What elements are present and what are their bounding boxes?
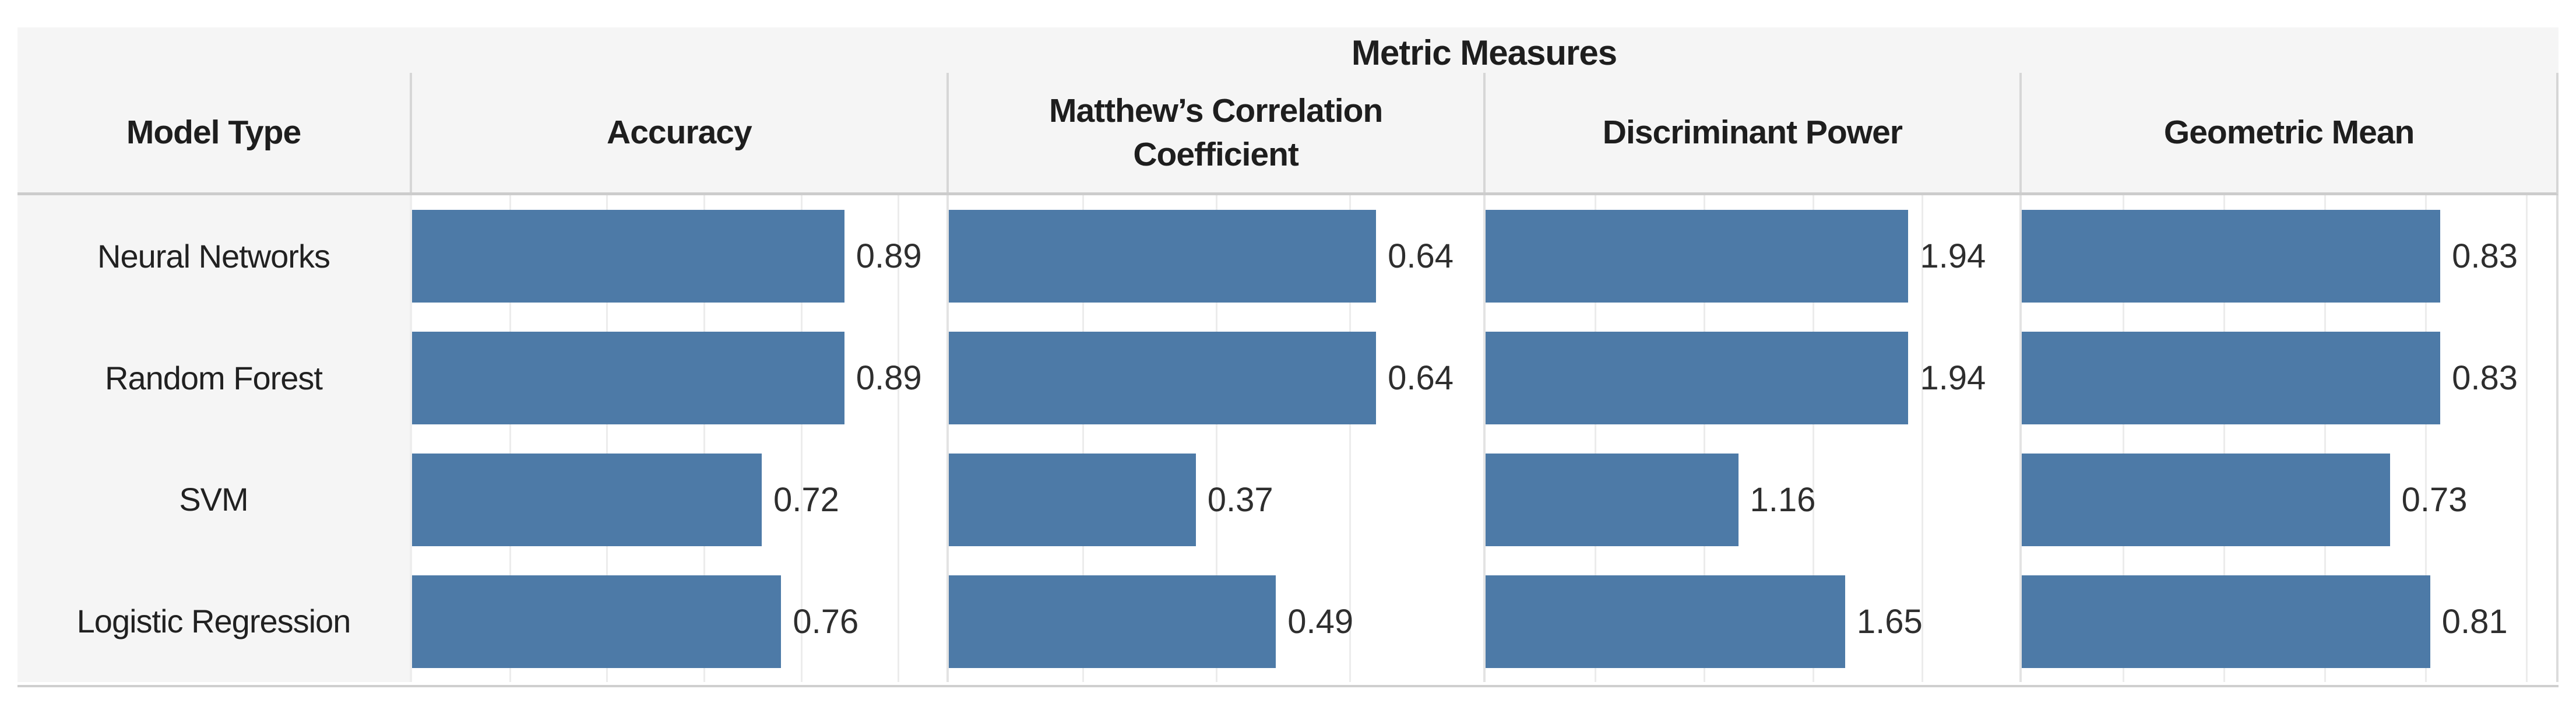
bar-value-label: 0.76 (793, 603, 859, 641)
bar-cell: 1.65 (1485, 561, 2020, 683)
bar-mark[interactable] (412, 332, 844, 424)
column-header-accuracy[interactable]: Accuracy (410, 73, 946, 192)
bar-cell: 0.89 (412, 195, 946, 317)
bar-mark[interactable] (948, 575, 1276, 668)
bar-value-label: 0.83 (2452, 237, 2518, 275)
column-header-discriminant-power[interactable]: Discriminant Power (1483, 73, 2020, 192)
bar-value-label: 1.16 (1750, 481, 1816, 519)
bar-cell: 0.76 (412, 561, 946, 683)
bar-value-label: 0.37 (1207, 481, 1273, 519)
bar-mark[interactable] (1485, 575, 1845, 668)
bar-mark[interactable] (2022, 454, 2390, 546)
bar-cell: 0.37 (948, 439, 1483, 561)
bar-cell: 0.83 (2022, 195, 2556, 317)
bar-mark[interactable] (412, 575, 782, 668)
bar-value-label: 0.72 (773, 481, 839, 519)
axis-gridline (1594, 195, 1596, 682)
bar-value-label: 1.65 (1856, 603, 1923, 641)
bar-value-label: 1.94 (1920, 237, 1986, 275)
axis-gridline (2223, 195, 2226, 682)
bar-cell: 0.72 (412, 439, 946, 561)
pane-geometric-mean: 0.83 0.83 0.73 0.81 (2019, 195, 2556, 682)
bar-mark[interactable] (948, 210, 1377, 303)
row-label-svm[interactable]: SVM (179, 481, 248, 518)
axis-gridline (703, 195, 706, 682)
pane-discriminant-power: 1.94 1.94 1.16 1.65 (1483, 195, 2020, 682)
bar-mark[interactable] (1485, 454, 1739, 546)
column-header-model-type[interactable]: Model Type (126, 114, 301, 152)
title-corner-spacer (17, 27, 410, 73)
bar-cell: 0.49 (948, 561, 1483, 683)
axis-gridline (800, 195, 803, 682)
metric-measures-sheet: Metric Measures Model Type Accuracy Matt… (17, 27, 2559, 687)
bar-mark[interactable] (2022, 210, 2441, 303)
axis-gridline (2526, 195, 2528, 682)
pane-accuracy: 0.89 0.89 0.72 0.76 (410, 195, 946, 682)
axis-gridline (1812, 195, 1814, 682)
row-label-random-forest[interactable]: Random Forest (105, 359, 323, 396)
chart-title: Metric Measures (1351, 33, 1617, 72)
bar-value-label: 0.89 (856, 237, 922, 275)
column-header-matthews-correlation-coefficient[interactable]: Matthew’s Correlation Coefficient (946, 73, 1483, 192)
axis-gridline (509, 195, 511, 682)
bar-mark[interactable] (948, 332, 1377, 424)
bar-value-label: 1.94 (1920, 359, 1986, 397)
axis-gridline (2123, 195, 2125, 682)
bar-cell: 0.73 (2022, 439, 2556, 561)
axis-gridline (2324, 195, 2327, 682)
bar-cell: 1.94 (1485, 195, 2020, 317)
column-header-geometric-mean[interactable]: Geometric Mean (2019, 73, 2556, 192)
bar-value-label: 0.49 (1287, 603, 1354, 641)
bar-cell: 0.64 (948, 195, 1483, 317)
axis-gridline (2425, 195, 2427, 682)
axis-gridline (1082, 195, 1084, 682)
bar-mark[interactable] (412, 210, 844, 303)
bar-mark[interactable] (1485, 332, 1909, 424)
column-header-row: Model Type Accuracy Matthew’s Correlatio… (17, 73, 2559, 195)
bar-mark[interactable] (2022, 332, 2441, 424)
bar-value-label: 0.89 (856, 359, 922, 397)
bar-mark[interactable] (1485, 210, 1909, 303)
bar-mark[interactable] (412, 454, 762, 546)
bar-mark[interactable] (2022, 575, 2430, 668)
axis-gridline (1216, 195, 1218, 682)
row-label-logistic-regression[interactable]: Logistic Regression (76, 603, 351, 640)
bar-cell: 0.83 (2022, 317, 2556, 439)
chart-body: Neural Networks Random Forest SVM Logist… (17, 195, 2559, 682)
row-label-neural-networks[interactable]: Neural Networks (97, 237, 330, 275)
bar-value-label: 0.83 (2452, 359, 2518, 397)
bar-cell: 1.94 (1485, 317, 2020, 439)
bar-value-label: 0.64 (1388, 359, 1454, 397)
bar-cell: 1.16 (1485, 439, 2020, 561)
bar-value-label: 0.64 (1388, 237, 1454, 275)
axis-gridline (898, 195, 900, 682)
bar-cell: 0.89 (412, 317, 946, 439)
bar-value-label: 0.81 (2441, 603, 2508, 641)
axis-gridline (606, 195, 608, 682)
bar-cell: 0.64 (948, 317, 1483, 439)
pane-matthews-correlation-coefficient: 0.64 0.64 0.37 0.49 (946, 195, 1483, 682)
axis-gridline (1349, 195, 1352, 682)
bar-value-label: 0.73 (2401, 481, 2468, 519)
title-band: Metric Measures (17, 27, 2559, 73)
axis-gridline (1703, 195, 1705, 682)
bar-mark[interactable] (948, 454, 1196, 546)
bar-cell: 0.81 (2022, 561, 2556, 683)
row-label-column: Neural Networks Random Forest SVM Logist… (17, 195, 410, 682)
axis-gridline (1921, 195, 1923, 682)
